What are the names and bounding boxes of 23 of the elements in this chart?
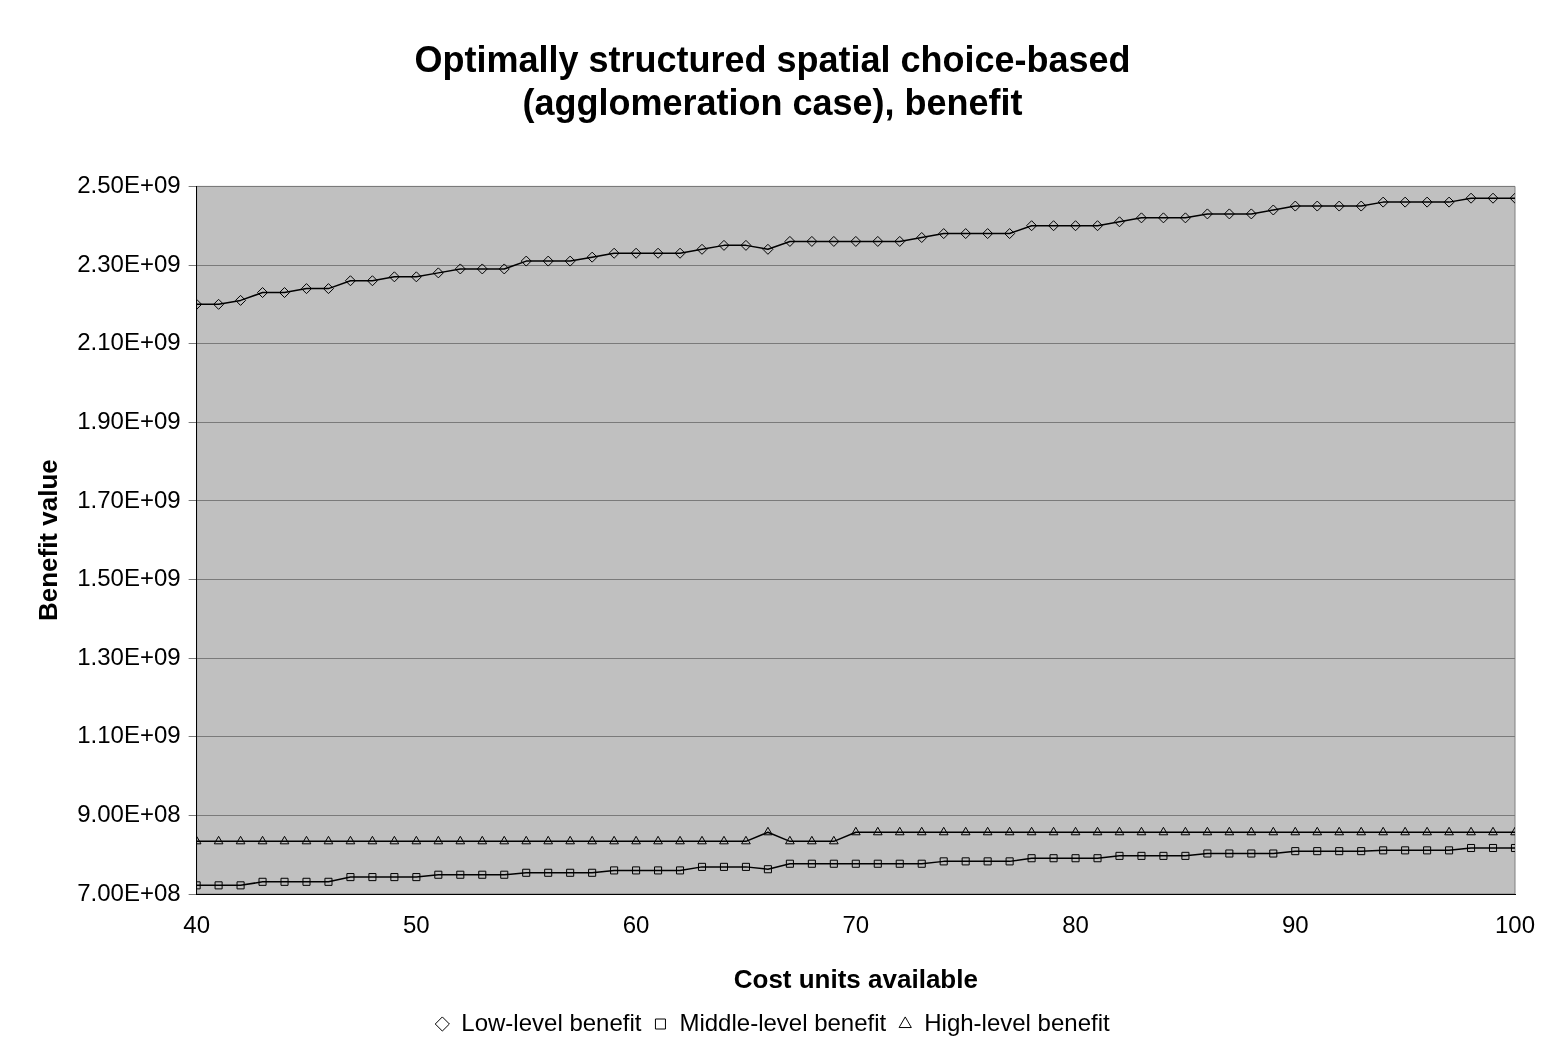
y-tick-label: 2.30E+09 <box>77 249 181 277</box>
legend-label: Low-level benefit <box>461 1008 642 1036</box>
legend-label: High-level benefit <box>924 1008 1110 1036</box>
x-tick-label: 60 <box>622 911 650 939</box>
x-tick-label: 100 <box>1494 911 1536 939</box>
y-tick-label: 2.50E+09 <box>77 171 181 199</box>
y-tick-label: 1.70E+09 <box>77 485 181 513</box>
y-tick-label: 1.50E+09 <box>77 564 181 592</box>
y-axis-title: Benefit value <box>32 459 63 622</box>
y-tick-label: 1.90E+09 <box>77 406 181 434</box>
y-tick-label: 2.10E+09 <box>77 328 181 356</box>
x-tick-label: 40 <box>183 911 210 939</box>
x-tick-label: 90 <box>1281 911 1309 939</box>
x-tick-label: 70 <box>842 911 870 939</box>
x-tick-label: 50 <box>403 911 430 939</box>
x-tick-label: 80 <box>1062 911 1089 939</box>
y-tick-label: 7.00E+08 <box>77 878 181 906</box>
chart-title: Optimally structured spatial choice-based (agglomeration case), benefit <box>414 38 1131 123</box>
y-tick-label: 1.10E+09 <box>77 721 181 749</box>
y-tick-label: 9.00E+08 <box>77 800 181 827</box>
legend-label: Middle-level benefit <box>679 1008 887 1036</box>
y-tick-label: 1.30E+09 <box>77 642 181 670</box>
x-axis-title: Cost units available <box>733 963 978 994</box>
